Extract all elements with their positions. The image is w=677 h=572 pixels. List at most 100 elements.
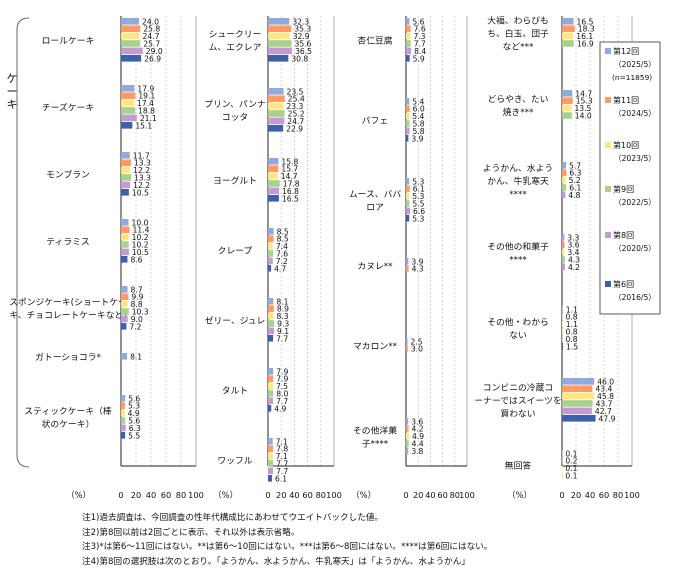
bar bbox=[406, 345, 408, 352]
data-label: 0.8 bbox=[566, 328, 578, 337]
category-label: ゼリー、ジュレ bbox=[205, 315, 266, 327]
data-label: 10.2 bbox=[132, 241, 149, 250]
data-label: 12.2 bbox=[133, 166, 150, 175]
tick-label: 20 bbox=[276, 490, 286, 500]
bar bbox=[562, 392, 595, 400]
legend-series-date: （2022/5） bbox=[614, 198, 656, 207]
data-label: 0.2 bbox=[565, 457, 577, 466]
bar bbox=[562, 385, 593, 392]
data-label: 8.3 bbox=[276, 312, 288, 321]
bar bbox=[562, 90, 573, 97]
bar bbox=[121, 219, 129, 226]
legend-series-date: （2024/5） bbox=[614, 109, 656, 118]
category-label: 杏仁豆腐 bbox=[357, 35, 392, 47]
category-label: 買わない bbox=[500, 409, 535, 420]
data-label: 24.0 bbox=[142, 17, 159, 26]
data-label: 25.7 bbox=[143, 40, 160, 49]
bar bbox=[268, 172, 278, 180]
category-label: 焼き*** bbox=[503, 107, 534, 118]
data-label: 7.1 bbox=[276, 437, 288, 446]
axis-unit-label: （%） bbox=[507, 490, 532, 500]
tick-label: 40 bbox=[289, 490, 299, 500]
data-label: 11.4 bbox=[133, 226, 150, 235]
data-label: 5.7 bbox=[569, 161, 581, 170]
legend-sample-size: (n=11859) bbox=[612, 73, 652, 82]
tick-label: 40 bbox=[425, 490, 435, 500]
data-label: 5.6 bbox=[412, 17, 424, 26]
category-label: ち、白玉、団子 bbox=[487, 27, 549, 39]
data-label: 16.1 bbox=[576, 32, 593, 41]
data-label: 14.0 bbox=[575, 112, 592, 121]
bar bbox=[406, 258, 409, 265]
data-label: 7.9 bbox=[276, 375, 288, 384]
footnotes: 注1)過去調査は、今回調査の性年代構成比にあわせてウエイトバックした値。 注2)… bbox=[82, 511, 492, 569]
data-label: 6.0 bbox=[413, 105, 425, 114]
category-label: **** bbox=[509, 256, 527, 266]
data-label: 1.5 bbox=[566, 342, 578, 351]
category-label: ロールケーキ bbox=[42, 36, 95, 47]
bar bbox=[121, 233, 129, 241]
data-label: 10.3 bbox=[132, 308, 149, 317]
bar bbox=[268, 88, 284, 95]
data-label: 4.7 bbox=[274, 264, 286, 273]
bar bbox=[121, 395, 126, 402]
bar bbox=[121, 300, 128, 308]
tick-label: 80 bbox=[613, 490, 623, 500]
tick-label: 100 bbox=[326, 490, 342, 500]
bar bbox=[268, 195, 279, 202]
category-label: タルト bbox=[222, 386, 248, 397]
category-label: プリン、パンナ bbox=[204, 99, 266, 110]
bar bbox=[121, 152, 130, 159]
bar bbox=[268, 312, 274, 320]
category-label: ヨーグルト bbox=[213, 175, 257, 187]
group-bracket bbox=[16, 17, 30, 468]
bar bbox=[121, 353, 128, 360]
category-label: ない bbox=[509, 330, 527, 341]
data-label: 5.3 bbox=[412, 214, 424, 223]
bar bbox=[406, 418, 409, 425]
bar bbox=[562, 162, 566, 169]
data-label: 14.7 bbox=[575, 89, 592, 98]
category-label: モンブラン bbox=[46, 169, 90, 181]
data-label: 5.5 bbox=[128, 431, 140, 440]
data-label: 3.9 bbox=[411, 134, 423, 143]
data-label: 43.4 bbox=[595, 385, 612, 394]
bar bbox=[562, 191, 566, 199]
bar bbox=[562, 248, 565, 256]
bar bbox=[268, 382, 273, 390]
data-label: 17.4 bbox=[137, 99, 154, 108]
category-label: スティックケーキ（棒 bbox=[24, 405, 112, 417]
category-label: かん、牛乳寒天 bbox=[487, 175, 549, 187]
category-label: その他洋菓 bbox=[353, 425, 397, 437]
bar bbox=[562, 263, 565, 271]
group-label-char: キ bbox=[7, 98, 18, 111]
bar bbox=[268, 438, 273, 445]
data-label: 4.2 bbox=[568, 263, 580, 272]
data-label: 15.3 bbox=[576, 97, 593, 106]
data-label: 5.6 bbox=[128, 417, 140, 426]
data-label: 6.3 bbox=[129, 424, 141, 433]
bar bbox=[121, 256, 128, 263]
data-label: 7.6 bbox=[276, 250, 288, 259]
category-label: ロア bbox=[366, 203, 384, 213]
data-label: 10.5 bbox=[132, 188, 149, 197]
data-label: 18.3 bbox=[578, 25, 595, 34]
data-label: 45.8 bbox=[597, 392, 614, 401]
axis-unit-label: （%） bbox=[351, 490, 376, 500]
bar bbox=[562, 32, 574, 40]
data-label: 5.5 bbox=[412, 200, 424, 209]
data-label: 4.9 bbox=[128, 409, 140, 418]
legend-swatch bbox=[605, 281, 611, 287]
data-label: 5.8 bbox=[413, 127, 425, 136]
data-label: 3.9 bbox=[411, 257, 423, 266]
bar bbox=[268, 445, 274, 452]
bar bbox=[268, 228, 274, 235]
data-label: 2.5 bbox=[411, 337, 423, 346]
bar bbox=[562, 18, 574, 25]
data-label: 10.5 bbox=[132, 248, 149, 257]
bar bbox=[562, 343, 564, 350]
bar bbox=[121, 47, 143, 55]
legend-series-date: （2025/5） bbox=[614, 60, 656, 69]
legend-series-date: （2016/5） bbox=[614, 293, 656, 302]
legend-box bbox=[599, 41, 661, 315]
